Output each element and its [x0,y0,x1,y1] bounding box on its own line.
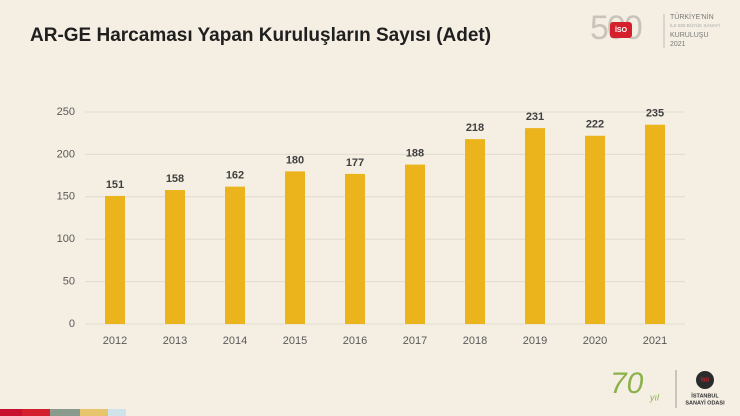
logo-70: 70 [610,367,644,400]
bar [465,139,485,324]
y-tick-label: 150 [57,191,75,203]
org-badge: İSO [701,376,710,383]
data-label: 162 [226,170,244,182]
x-tick-label: 2021 [643,335,667,347]
logo-line: İLK 500 BÜYÜK SANAYİ [670,22,720,28]
y-tick-label: 250 [57,106,75,118]
bar [165,190,185,324]
chart-title: AR-GE Harcaması Yapan Kuruluşların Sayıs… [30,25,491,46]
bar [525,128,545,324]
bar [225,186,245,324]
logo-year: 2021 [670,41,686,48]
strip [0,409,22,416]
strip [22,409,50,416]
logo-70-word: yıl [649,392,660,402]
x-tick-label: 2019 [523,335,547,347]
logo-badge: İSO [615,26,628,34]
bar [645,124,665,324]
x-tick-label: 2012 [103,335,127,347]
org-logo-shape [696,371,714,389]
logo-500: 500 İSO TÜRKİYE'NİN İLK 500 BÜYÜK SANAYİ… [590,9,720,48]
x-tick-label: 2015 [283,335,307,347]
org-name: SANAYİ ODASI [685,399,725,406]
logo-line: TÜRKİYE'NİN [670,12,714,21]
x-tick-label: 2016 [343,335,367,347]
data-label: 180 [286,154,304,166]
data-label: 222 [586,119,604,131]
data-label: 177 [346,157,364,169]
bar [345,173,365,324]
strip [50,409,80,416]
data-label: 158 [166,173,184,185]
y-tick-label: 100 [57,233,75,245]
bar [285,171,305,324]
x-tick-label: 2017 [403,335,427,347]
x-tick-label: 2013 [163,335,187,347]
data-label: 235 [646,108,664,120]
logo-badge-shape [610,22,632,38]
logo-line: KURULUŞU [670,32,709,39]
y-tick-label: 200 [57,148,75,160]
bar [105,195,125,324]
bar [405,164,425,324]
y-tick-label: 50 [63,276,75,288]
data-label: 218 [466,122,484,134]
data-label: 151 [106,179,124,191]
x-tick-label: 2014 [223,335,247,347]
x-tick-label: 2018 [463,335,487,347]
x-tick-label: 2020 [583,335,607,347]
strip [108,409,126,416]
data-label: 188 [406,147,424,159]
strip [80,409,108,416]
data-label: 231 [526,111,544,123]
org-name: İSTANBUL [691,392,719,399]
bar [585,135,605,324]
y-tick-label: 0 [69,318,75,330]
